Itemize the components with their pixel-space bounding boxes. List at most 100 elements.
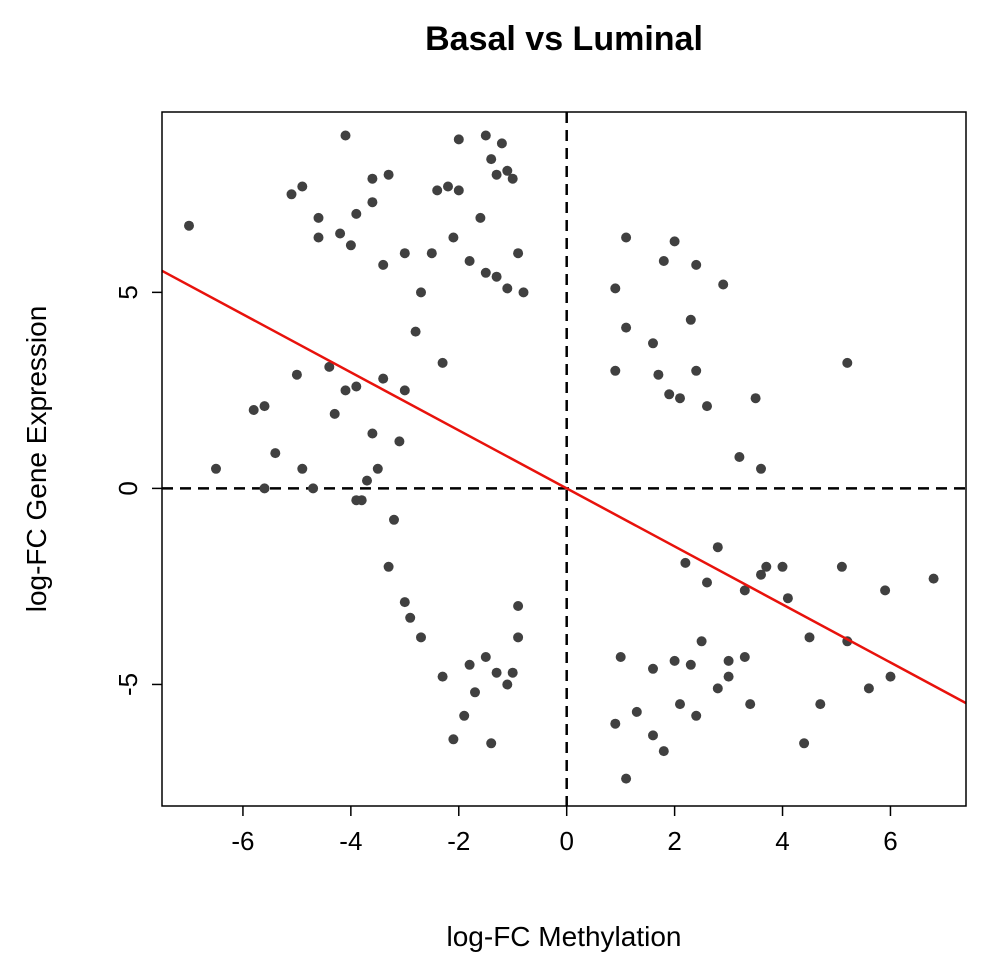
data-point [756,569,766,580]
data-point [453,134,464,145]
reference-lines [162,112,966,806]
data-point [513,601,524,611]
data-point [691,710,702,721]
x-tick-label: 0 [559,826,573,856]
data-point [367,173,378,184]
data-point [480,130,491,141]
data-point [297,463,308,474]
data-point [291,369,302,380]
data-point [610,283,621,294]
data-point [621,322,632,333]
y-axis-label: log-FC Gene Expression [21,306,52,613]
data-point [437,357,448,368]
data-point [799,738,810,749]
data-point [745,699,756,710]
y-tick-label: -5 [113,673,143,696]
data-points [184,130,939,784]
data-point [836,561,847,572]
data-point [286,189,297,200]
data-point [351,495,362,506]
data-point [648,663,658,674]
data-point [340,385,351,396]
data-point [486,738,497,749]
data-point [928,573,939,584]
data-point [399,385,410,396]
data-point [297,181,308,192]
data-point [718,279,729,290]
data-point [669,655,680,666]
y-tick-label: 0 [113,481,143,495]
x-tick-label: 4 [775,826,789,856]
plot-frame [161,111,967,807]
data-point [491,271,502,282]
data-point [475,212,486,223]
data-point [880,585,891,596]
data-point [308,483,319,494]
data-point [658,746,669,757]
data-point [685,314,696,325]
data-point [248,405,259,415]
data-point [885,671,896,682]
data-point [863,683,874,694]
data-point [372,463,383,474]
data-point [685,659,696,670]
data-point [675,393,685,404]
data-point [680,557,691,568]
data-point [702,577,712,588]
data-point [313,232,324,243]
data-point [313,212,324,223]
x-tick-label: -6 [231,826,254,856]
regression-line-group [161,269,967,705]
data-point [664,389,675,400]
data-point [453,185,464,196]
data-point [367,428,378,439]
regression-line [161,269,967,705]
y-tick-label: 5 [113,285,143,299]
x-tick-label: 2 [667,826,681,856]
data-point [448,734,459,745]
data-point [470,687,480,698]
data-point [351,381,362,392]
y-axis: -5 0 5 [113,285,162,696]
data-point [459,710,470,721]
data-point [491,169,502,180]
data-point [610,718,621,729]
data-point [750,393,761,404]
data-point [394,436,405,447]
data-point [405,612,416,623]
data-point [507,667,518,678]
data-point [464,256,475,266]
data-point [496,138,507,149]
data-point [502,165,513,176]
data-point [648,730,658,741]
data-point [184,220,194,231]
data-point [513,632,524,643]
data-point [448,232,459,243]
data-point [437,671,448,682]
data-point [259,401,270,412]
data-point [416,287,426,298]
data-point [340,130,351,141]
data-point [329,408,340,419]
data-point [696,636,707,647]
data-point [669,236,680,247]
data-point [351,208,362,219]
x-tick-label: 6 [883,826,897,856]
data-point [383,561,394,572]
data-point [734,452,745,462]
data-point [211,463,221,474]
data-point [502,679,513,690]
data-point [761,561,772,572]
data-point [615,652,626,662]
data-point [518,287,529,298]
data-point [491,667,502,678]
data-point [426,248,437,259]
data-point [653,369,664,380]
x-axis-label: log-FC Methylation [447,921,682,952]
data-point [432,185,443,196]
data-point [739,585,750,596]
data-point [378,259,389,270]
data-point [335,228,346,239]
chart-title: Basal vs Luminal [425,20,703,58]
